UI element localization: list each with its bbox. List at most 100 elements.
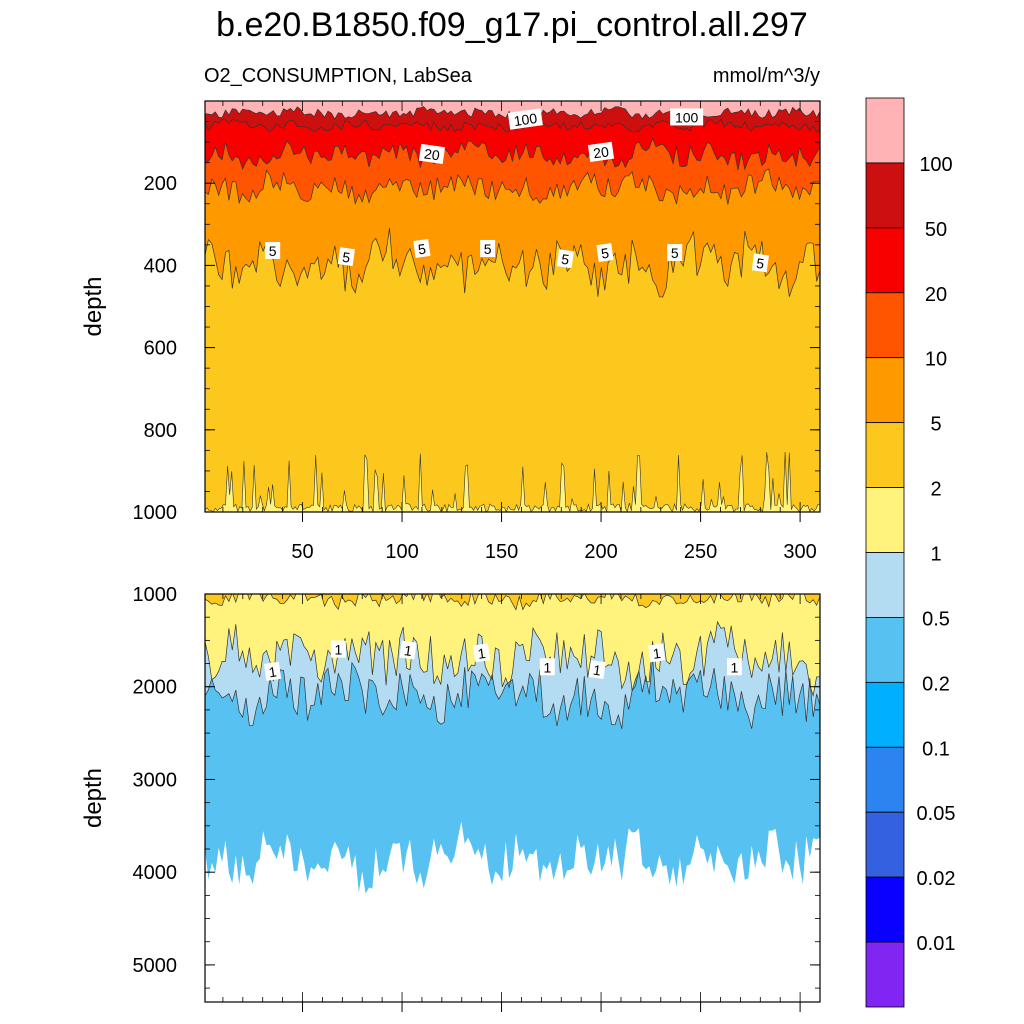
chart-subtitle-units: mmol/m^3/y [713, 65, 820, 87]
y-tick-label: 1000 [133, 584, 178, 606]
colorbar-swatch [865, 681, 905, 748]
contour-label: 5 [480, 239, 496, 257]
y-axis-label: depth [80, 768, 107, 828]
y-tick-label: 400 [144, 255, 177, 277]
contour-line-2_5 [205, 228, 820, 298]
svg-text:5: 5 [671, 245, 679, 261]
colorbar-label: 0.2 [922, 673, 950, 695]
x-tick-label: 250 [684, 541, 717, 563]
y-axis-label: depth [80, 276, 107, 336]
colorbar-swatch [865, 552, 905, 618]
colorbar-swatch [865, 227, 905, 294]
contour-label: 1 [263, 661, 282, 681]
colorbar-label: 0.01 [917, 933, 956, 955]
svg-text:100: 100 [513, 110, 539, 129]
colorbar-label: 5 [930, 414, 941, 436]
x-tick-label: 100 [385, 541, 418, 563]
contour-line-0.2_0.5 [205, 657, 820, 729]
upper-panel-fill [205, 101, 820, 512]
contour-label: 100 [507, 108, 543, 130]
svg-text:1: 1 [334, 642, 342, 658]
contour-label: 1 [588, 660, 606, 680]
colorbar-label: 0.1 [922, 738, 950, 760]
lower-panel: 1000 2000 3000 4000 5000 depth 1 1 1 1 1 1 1 1 [80, 584, 821, 1012]
svg-text:1: 1 [543, 659, 551, 675]
contour-band-no_data [205, 821, 820, 1002]
colorbar-label: 0.05 [917, 803, 956, 825]
svg-text:1: 1 [477, 645, 487, 662]
colorbar-swatch [865, 357, 905, 424]
y-tick-label: 4000 [133, 862, 178, 884]
colorbar-swatch [865, 811, 905, 878]
x-tick-label: 150 [485, 541, 518, 563]
colorbar-swatch [865, 162, 905, 229]
colorbar-label: 50 [925, 219, 947, 241]
contour-label: 20 [418, 143, 446, 165]
colorbar-label: 1 [930, 544, 941, 566]
svg-text:5: 5 [269, 243, 277, 259]
contour-label: 5 [265, 242, 281, 260]
svg-text:5: 5 [560, 251, 570, 268]
colorbar-swatch [865, 422, 905, 488]
contour-label: 5 [751, 253, 769, 273]
svg-text:5: 5 [755, 255, 765, 272]
svg-text:5: 5 [417, 240, 427, 257]
contour-label: 1 [726, 658, 742, 676]
chart-subtitle-variable: O2_CONSUMPTION, LabSea [204, 65, 473, 87]
svg-text:1: 1 [268, 663, 278, 680]
svg-text:5: 5 [600, 245, 610, 262]
upper-panel: 200 400 600 800 1000 50 100 150 200 250 300 depth 10… [80, 100, 821, 563]
colorbar-label: 10 [925, 349, 947, 371]
chart-title: b.e20.B1850.f09_g17.pi_control.all.297 [216, 6, 808, 44]
colorbar-label: 0.02 [917, 868, 956, 890]
y-tick-label: 800 [144, 420, 177, 442]
contour-label: 5 [556, 249, 574, 269]
contour-label: 100 [670, 108, 704, 126]
x-tick-label: 50 [291, 541, 313, 563]
svg-text:100: 100 [675, 109, 699, 125]
contour-band-1_2-intrusions [205, 451, 820, 512]
contour-label: 1 [472, 643, 491, 663]
colorbar-label: 100 [919, 154, 952, 176]
colorbar-label: 20 [925, 284, 947, 306]
colorbar-swatch [865, 617, 905, 683]
contour-band-2_5 [205, 228, 820, 512]
x-tick-label: 300 [783, 541, 816, 563]
svg-text:20: 20 [592, 143, 610, 161]
lower-panel-fill [205, 594, 820, 1002]
y-tick-label: 3000 [133, 769, 178, 791]
y-tick-label: 200 [144, 173, 177, 195]
colorbar-label: 2 [930, 479, 941, 501]
contour-label: 1 [648, 643, 666, 663]
colorbar-label: 0.5 [922, 608, 950, 630]
svg-text:1: 1 [652, 645, 662, 662]
colorbar-swatch [865, 97, 905, 164]
colorbar-swatch [865, 941, 905, 1008]
contour-line-10_20 [205, 137, 820, 171]
svg-text:5: 5 [484, 241, 492, 257]
y-tick-label: 1000 [133, 502, 178, 524]
y-tick-label: 5000 [133, 955, 178, 977]
svg-text:1: 1 [592, 662, 602, 679]
colorbar-swatch [865, 746, 905, 813]
contour-label: 5 [413, 239, 431, 258]
contour-line-1_2 [205, 594, 820, 611]
contour-label: 5 [667, 244, 683, 262]
colorbar: 100 50 20 10 5 2 1 0.5 0.2 0.1 0.05 0.02 0.01 [865, 97, 956, 1008]
svg-text:1: 1 [731, 659, 739, 675]
contour-line-0.5_1 [205, 620, 820, 697]
x-tick-label: 200 [584, 541, 617, 563]
contour-label: 1 [330, 640, 346, 658]
svg-text:20: 20 [423, 145, 441, 163]
svg-text:1: 1 [403, 642, 413, 659]
contour-line-5_10 [205, 168, 820, 205]
lower-panel-frame [204, 593, 821, 1003]
colorbar-swatch [865, 876, 905, 943]
colorbar-swatch [865, 487, 905, 553]
y-tick-label: 600 [144, 338, 177, 360]
contour-label: 1 [399, 640, 417, 660]
contour-label: 20 [587, 141, 615, 162]
colorbar-swatch [865, 292, 905, 359]
y-tick-label: 2000 [133, 677, 178, 699]
